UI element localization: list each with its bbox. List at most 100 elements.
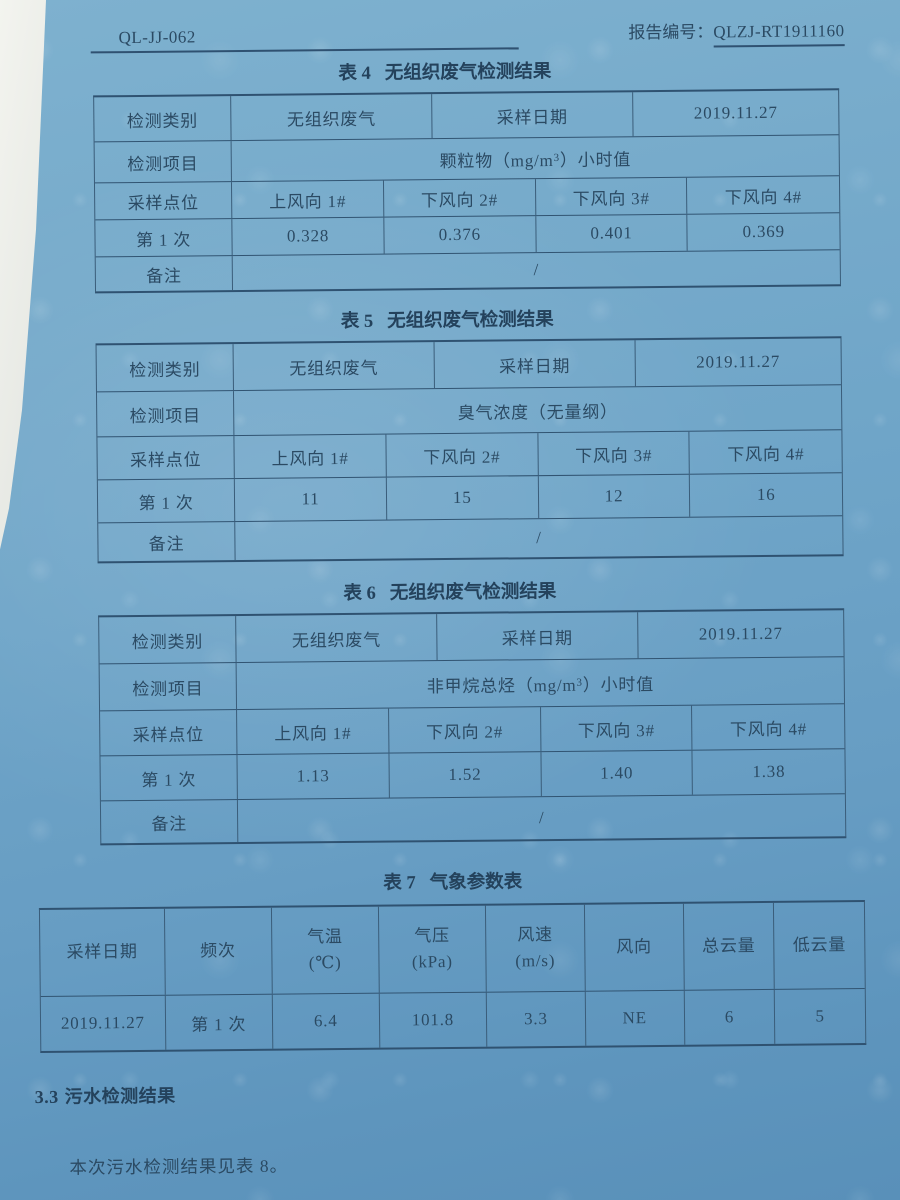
document-header: QL-JJ-062 报告编号：QLZJ-RT1911160 — [90, 16, 845, 54]
table6-title: 表 6 无组织废气检测结果 — [0, 574, 900, 609]
date-value-cell: 2019.11.27 — [637, 610, 844, 659]
header-cell: 气压 (kPa) — [377, 905, 486, 993]
category-label-cell: 检测类别 — [126, 110, 199, 131]
table-row: 采样点位 上风向 1# 下风向 2# 下风向 3# 下风向 4# — [100, 704, 845, 757]
table5-number: 表 5 — [340, 311, 374, 333]
points-label-cell: 采样点位 — [132, 724, 205, 745]
table6-title-text: 无组织废气检测结果 — [389, 581, 557, 604]
table-row: 备注 / — [96, 250, 840, 291]
point-cell: 上风向 1# — [236, 708, 389, 755]
table5-title: 表 5 无组织废气检测结果 — [0, 302, 897, 337]
item-text: ）小时值 — [559, 149, 632, 170]
header-cell: 风速 (m/s) — [484, 904, 585, 992]
header-line: 气压 — [414, 925, 450, 946]
point-cell: 下风向 2# — [385, 433, 538, 477]
value-cell: 15 — [385, 476, 538, 520]
table4: 检测类别 无组织废气 采样日期 2019.11.27 检测项目 颗粒物（mg/m… — [93, 88, 842, 294]
report-number-label: 报告编号： — [628, 22, 714, 43]
category-value-cell: 无组织废气 — [232, 342, 434, 391]
value-cell: 11 — [233, 477, 387, 522]
report-number-value: QLZJ-RT1911160 — [713, 21, 845, 48]
table5: 检测类别 无组织废气 采样日期 2019.11.27 检测项目 臭气浓度（无量纲… — [95, 336, 844, 564]
point-cell: 下风向 4# — [686, 176, 840, 214]
item-label-cell: 检测项目 — [129, 405, 201, 426]
item-value-cell: 非甲烷总烃（mg/m 3 ）小时值 — [235, 657, 845, 710]
header-line: 风向 — [616, 936, 652, 957]
points-label-cell: 采样点位 — [130, 449, 202, 470]
data-cell: 101.8 — [378, 992, 487, 1048]
data-cell: 2019.11.27 — [60, 1012, 145, 1033]
freq-label-cell: 第 1 次 — [136, 229, 192, 250]
point-cell: 上风向 1# — [231, 180, 384, 219]
point-cell: 下风向 3# — [537, 431, 690, 476]
remark-label-cell: 备注 — [148, 534, 185, 554]
date-label-cell: 采样日期 — [431, 92, 633, 139]
table-row: 检测类别 无组织废气 采样日期 2019.11.27 — [96, 338, 841, 393]
table6-number: 表 6 — [343, 583, 376, 605]
data-cell: 5 — [774, 989, 866, 1044]
data-cell: NE — [584, 990, 684, 1046]
item-label-cell: 检测项目 — [127, 153, 199, 174]
freq-label-cell: 第 1 次 — [141, 769, 197, 790]
point-cell: 下风向 2# — [382, 179, 535, 217]
value-cell: 0.369 — [686, 213, 840, 251]
header-line: 风速 — [517, 924, 553, 945]
remark-label-cell: 备注 — [151, 814, 188, 834]
header-line: 频次 — [200, 940, 236, 961]
category-value-cell: 无组织废气 — [230, 94, 432, 141]
header-unit: (℃) — [308, 953, 342, 973]
remark-value-cell: / — [237, 794, 846, 843]
table4-title-text: 无组织废气检测结果 — [384, 62, 552, 84]
header-line: 低云量 — [792, 935, 847, 955]
item-text: ）小时值 — [582, 674, 655, 695]
section-number: 3.3 — [34, 1086, 59, 1108]
table-row: 检测类别 无组织废气 采样日期 2019.11.27 — [94, 90, 839, 143]
point-cell: 下风向 2# — [387, 707, 541, 753]
table-row: 检测项目 臭气浓度（无量纲） — [96, 385, 842, 438]
date-value-cell: 2019.11.27 — [634, 338, 841, 387]
remark-value-cell: / — [231, 250, 840, 291]
header-cell: 低云量 — [773, 902, 865, 989]
table-row: 第 1 次 1.13 1.52 1.40 1.38 — [100, 749, 845, 802]
point-cell: 下风向 3# — [539, 705, 692, 752]
table7: 采样日期 频次 气温 (℃) 气压 (kPa) 风速 (m/s) 风向 总云量 低云量… — [38, 900, 867, 1053]
item-text: 颗粒物（mg/m — [439, 150, 554, 171]
table-row: 检测项目 颗粒物（mg/m 3 ）小时值 — [94, 135, 839, 184]
header-line: 气温 — [307, 926, 343, 947]
category-value-cell: 无组织废气 — [235, 614, 437, 663]
item-text: 臭气浓度（无量纲） — [457, 401, 618, 423]
table7-header-row: 采样日期 频次 气温 (℃) 气压 (kPa) 风速 (m/s) 风向 总云量 低云量 — [39, 902, 865, 997]
table-row: 备注 / — [98, 516, 843, 561]
data-cell: 6 — [683, 989, 775, 1045]
header-cell: 气温 (℃) — [270, 906, 379, 994]
value-cell: 16 — [689, 473, 843, 517]
remark-value-cell: / — [234, 516, 843, 561]
header-line: 采样日期 — [66, 941, 138, 962]
header-unit: (m/s) — [515, 951, 556, 971]
remark-label-cell: 备注 — [146, 266, 182, 286]
report-number-block: 报告编号：QLZJ-RT1911160 — [628, 16, 845, 48]
value-cell: 1.13 — [236, 753, 389, 800]
value-cell: 1.38 — [691, 749, 845, 795]
table-row: 检测类别 无组织废气 采样日期 2019.11.27 — [99, 610, 844, 665]
table7-number: 表 7 — [383, 873, 416, 894]
point-cell: 下风向 4# — [688, 430, 842, 474]
item-value-cell: 臭气浓度（无量纲） — [233, 385, 842, 436]
date-value-cell: 2019.11.27 — [632, 90, 839, 137]
section-heading: 3.3 污水检测结果 — [35, 1075, 900, 1109]
table7-title-text: 气象参数表 — [429, 872, 523, 894]
freq-label-cell: 第 1 次 — [138, 492, 194, 513]
table4-number: 表 4 — [338, 63, 371, 85]
data-cell: 3.3 — [485, 991, 586, 1047]
value-cell: 12 — [537, 474, 690, 519]
date-label-cell: 采样日期 — [433, 340, 635, 389]
header-cell: 总云量 — [682, 902, 775, 990]
data-cell: 6.4 — [271, 993, 380, 1049]
value-cell: 0.376 — [383, 216, 536, 254]
value-cell: 0.328 — [231, 217, 384, 256]
header-line: 总云量 — [702, 935, 756, 956]
section-title: 污水检测结果 — [64, 1085, 176, 1107]
header-cell: 采样日期 — [40, 909, 164, 996]
